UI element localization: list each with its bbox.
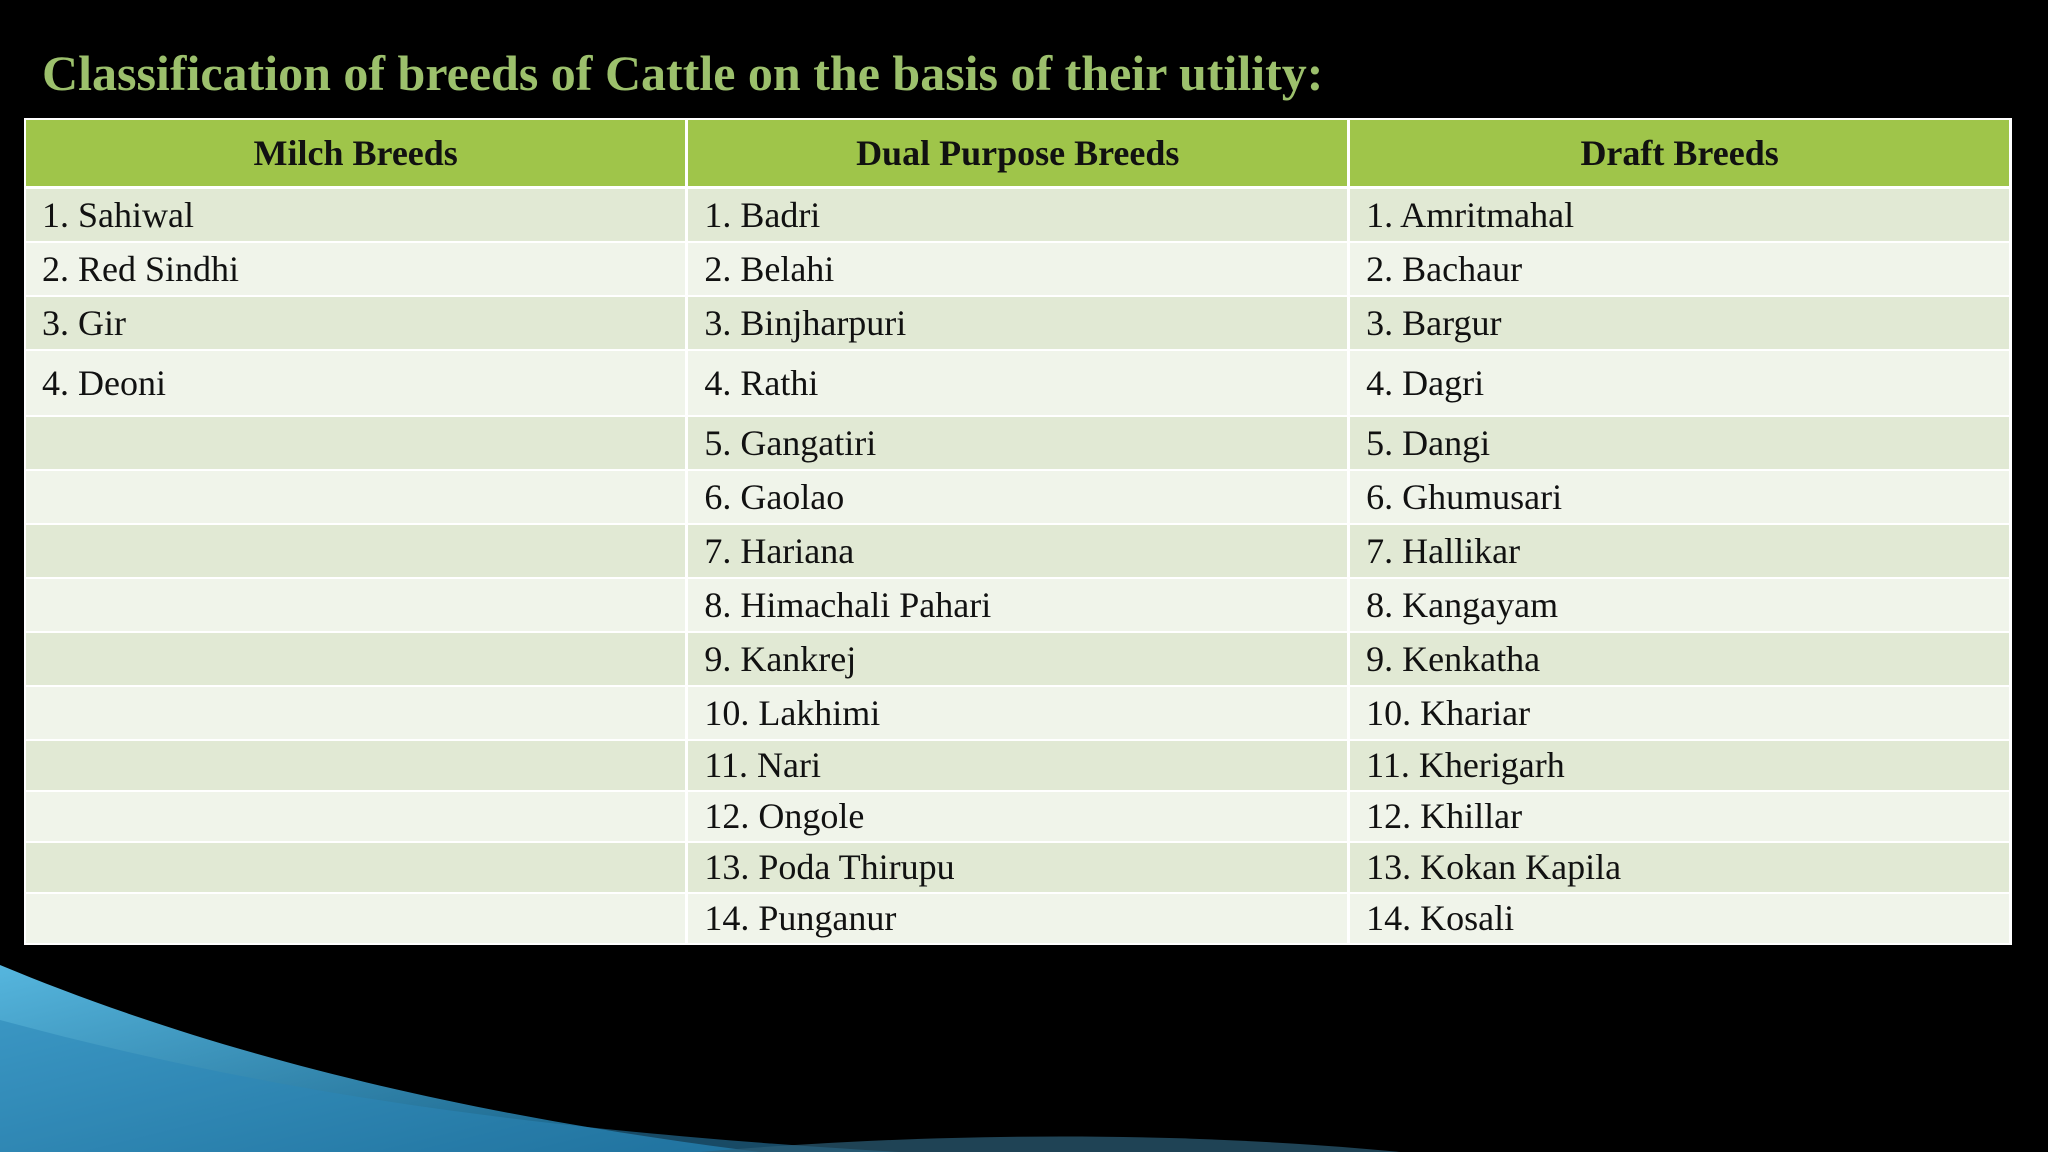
header-milch-breeds: Milch Breeds	[24, 118, 689, 189]
cell-dual-purpose: 2. Belahi	[685, 242, 1351, 297]
cell-draft: 10. Khariar	[1347, 686, 2012, 741]
cell-dual-purpose: 10. Lakhimi	[685, 686, 1351, 741]
table-row: 12. Ongole 12. Khillar	[24, 791, 2012, 843]
cell-dual-purpose: 11. Nari	[685, 740, 1351, 792]
cell-milch: 4. Deoni	[24, 350, 689, 417]
cell-draft: 2. Bachaur	[1347, 242, 2012, 297]
cell-dual-purpose: 6. Gaolao	[685, 470, 1351, 525]
cell-milch: 3. Gir	[24, 296, 689, 351]
cell-draft: 7. Hallikar	[1347, 524, 2012, 579]
cell-draft: 8. Kangayam	[1347, 578, 2012, 633]
cell-milch	[24, 740, 689, 792]
cell-draft: 1. Amritmahal	[1347, 187, 2012, 243]
table-row: 11. Nari 11. Kherigarh	[24, 740, 2012, 792]
cell-draft: 9. Kenkatha	[1347, 632, 2012, 687]
cell-milch	[24, 416, 689, 471]
cell-dual-purpose: 3. Binjharpuri	[685, 296, 1351, 351]
cell-milch	[24, 632, 689, 687]
cell-milch	[24, 791, 689, 843]
cell-milch	[24, 893, 689, 945]
table-row: 7. Hariana 7. Hallikar	[24, 524, 2012, 579]
table-row: 5. Gangatiri 5. Dangi	[24, 416, 2012, 471]
cell-milch	[24, 470, 689, 525]
header-dual-purpose-breeds: Dual Purpose Breeds	[685, 118, 1351, 189]
table-row: 2. Red Sindhi 2. Belahi 2. Bachaur	[24, 242, 2012, 297]
cell-draft: 4. Dagri	[1347, 350, 2012, 417]
table-body: 1. Sahiwal 1. Badri 1. Amritmahal 2. Red Si…	[24, 187, 2012, 945]
cell-milch: 2. Red Sindhi	[24, 242, 689, 297]
header-draft-breeds: Draft Breeds	[1347, 118, 2012, 189]
cell-draft: 14. Kosali	[1347, 893, 2012, 945]
table-row: 6. Gaolao 6. Ghumusari	[24, 470, 2012, 525]
cell-draft: 13. Kokan Kapila	[1347, 842, 2012, 894]
table-row: 14. Punganur 14. Kosali	[24, 893, 2012, 945]
cell-dual-purpose: 1. Badri	[685, 187, 1351, 243]
cell-milch	[24, 842, 689, 894]
cell-dual-purpose: 12. Ongole	[685, 791, 1351, 843]
cell-milch: 1. Sahiwal	[24, 187, 689, 243]
cell-dual-purpose: 7. Hariana	[685, 524, 1351, 579]
table-header-row: Milch Breeds Dual Purpose Breeds Draft B…	[24, 118, 2012, 189]
slide-title: Classification of breeds of Cattle on th…	[42, 45, 1324, 101]
table-row: 13. Poda Thirupu 13. Kokan Kapila	[24, 842, 2012, 894]
cell-draft: 5. Dangi	[1347, 416, 2012, 471]
cell-dual-purpose: 14. Punganur	[685, 893, 1351, 945]
breeds-table: Milch Breeds Dual Purpose Breeds Draft B…	[24, 118, 2012, 945]
table-row: 4. Deoni 4. Rathi 4. Dagri	[24, 350, 2012, 417]
cell-dual-purpose: 4. Rathi	[685, 350, 1351, 417]
cell-draft: 12. Khillar	[1347, 791, 2012, 843]
cell-milch	[24, 686, 689, 741]
cell-milch	[24, 524, 689, 579]
cell-dual-purpose: 8. Himachali Pahari	[685, 578, 1351, 633]
table-row: 9. Kankrej 9. Kenkatha	[24, 632, 2012, 687]
table-row: 3. Gir 3. Binjharpuri 3. Bargur	[24, 296, 2012, 351]
table-row: 10. Lakhimi 10. Khariar	[24, 686, 2012, 741]
table-row: 8. Himachali Pahari 8. Kangayam	[24, 578, 2012, 633]
cell-dual-purpose: 9. Kankrej	[685, 632, 1351, 687]
cell-draft: 6. Ghumusari	[1347, 470, 2012, 525]
cell-dual-purpose: 5. Gangatiri	[685, 416, 1351, 471]
cell-milch	[24, 578, 689, 633]
cell-dual-purpose: 13. Poda Thirupu	[685, 842, 1351, 894]
cell-draft: 3. Bargur	[1347, 296, 2012, 351]
cell-draft: 11. Kherigarh	[1347, 740, 2012, 792]
table-row: 1. Sahiwal 1. Badri 1. Amritmahal	[24, 187, 2012, 243]
